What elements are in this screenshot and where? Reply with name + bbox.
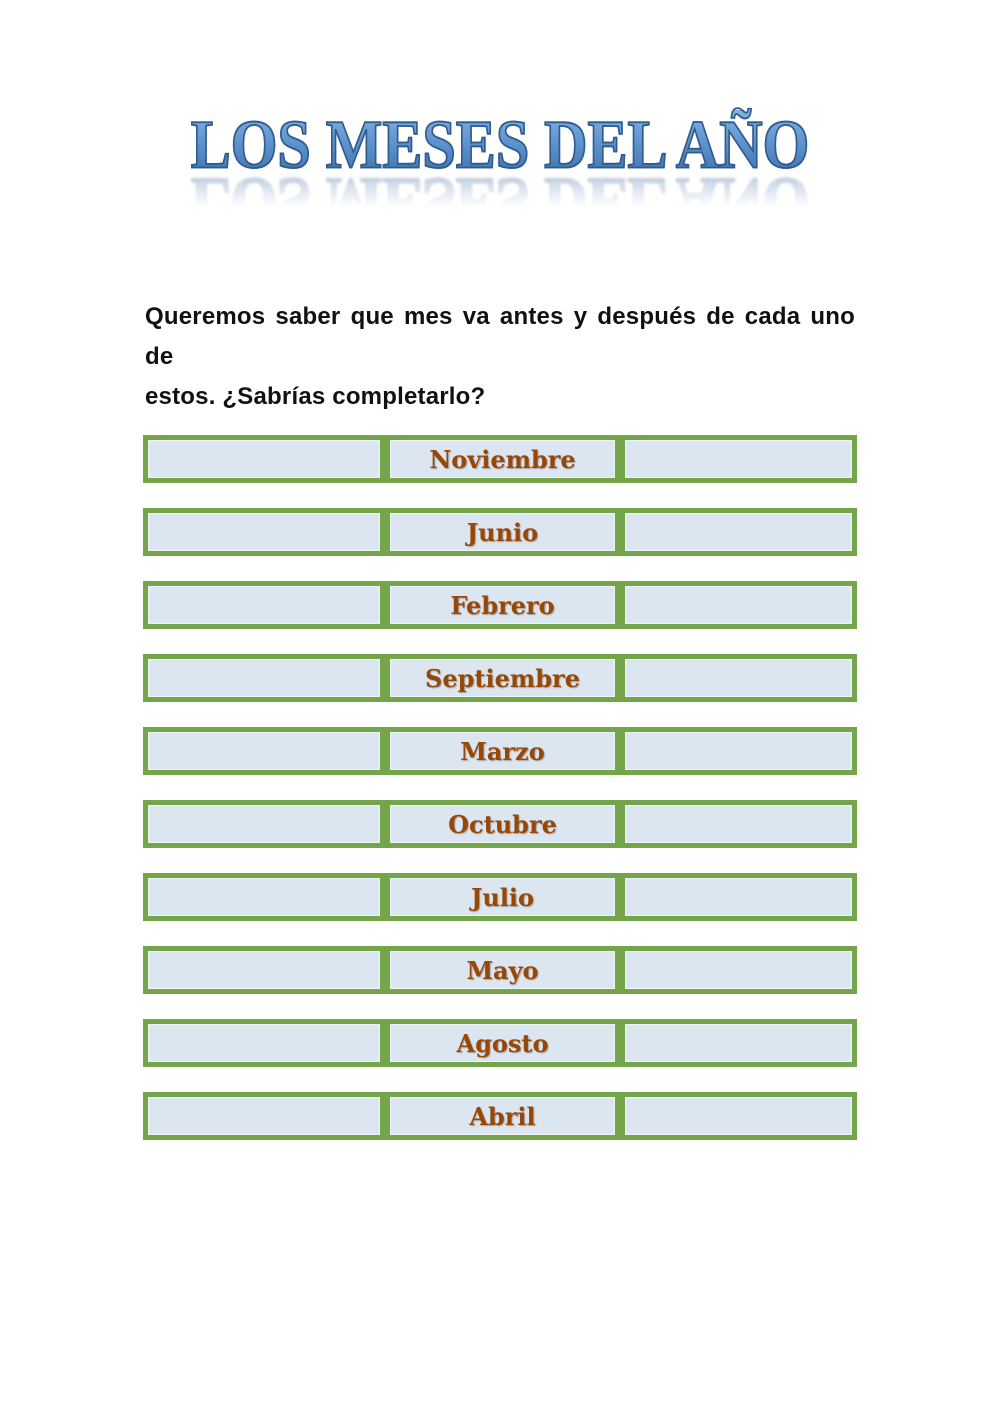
answer-cell-before[interactable]: [143, 435, 385, 483]
month-cell: Agosto: [385, 1019, 620, 1067]
answer-cell-after[interactable]: [620, 946, 857, 994]
month-row: Febrero: [143, 581, 857, 629]
answer-cell-after[interactable]: [620, 508, 857, 556]
title-block: LOS MESES DEL AÑO LOS MESES DEL AÑO: [143, 106, 857, 241]
month-cell: Marzo: [385, 727, 620, 775]
month-label: Octubre: [448, 809, 557, 839]
answer-cell-before[interactable]: [143, 946, 385, 994]
month-cell: Abril: [385, 1092, 620, 1140]
answer-cell-before[interactable]: [143, 654, 385, 702]
answer-cell-before[interactable]: [143, 1092, 385, 1140]
month-cell: Septiembre: [385, 654, 620, 702]
instructions-line-2: estos. ¿Sabrías completarlo?: [145, 383, 486, 410]
answer-cell-after[interactable]: [620, 873, 857, 921]
month-label: Julio: [470, 882, 535, 912]
answer-cell-after[interactable]: [620, 1019, 857, 1067]
month-label: Febrero: [450, 590, 555, 620]
answer-cell-before[interactable]: [143, 508, 385, 556]
answer-cell-before[interactable]: [143, 1019, 385, 1067]
months-table: Noviembre Junio Febrero Septiembre: [143, 435, 857, 1140]
answer-cell-after[interactable]: [620, 1092, 857, 1140]
month-row: Septiembre: [143, 654, 857, 702]
month-cell: Junio: [385, 508, 620, 556]
worksheet-page: LOS MESES DEL AÑO LOS MESES DEL AÑO Quer…: [143, 0, 857, 1413]
answer-cell-before[interactable]: [143, 581, 385, 629]
month-cell: Mayo: [385, 946, 620, 994]
answer-cell-after[interactable]: [620, 581, 857, 629]
instructions-line-1: Queremos saber que mes va antes y despué…: [145, 303, 855, 370]
month-label: Abril: [469, 1101, 536, 1131]
answer-cell-before[interactable]: [143, 873, 385, 921]
month-cell: Noviembre: [385, 435, 620, 483]
month-label: Junio: [466, 517, 539, 547]
month-row: Julio: [143, 873, 857, 921]
answer-cell-after[interactable]: [620, 800, 857, 848]
page-title-reflection: LOS MESES DEL AÑO: [143, 163, 857, 241]
month-label: Septiembre: [425, 663, 580, 693]
instructions: Queremos saber que mes va antes y despué…: [145, 297, 855, 417]
month-row: Mayo: [143, 946, 857, 994]
month-row: Agosto: [143, 1019, 857, 1067]
answer-cell-after[interactable]: [620, 727, 857, 775]
month-label: Marzo: [460, 736, 545, 766]
month-label: Noviembre: [429, 444, 576, 474]
page-title-reflection-text: LOS MESES DEL AÑO: [190, 163, 810, 241]
month-cell: Julio: [385, 873, 620, 921]
month-row: Marzo: [143, 727, 857, 775]
month-label: Agosto: [456, 1028, 549, 1058]
month-row: Abril: [143, 1092, 857, 1140]
answer-cell-before[interactable]: [143, 727, 385, 775]
month-row: Noviembre: [143, 435, 857, 483]
page-title: LOS MESES DEL AÑO: [190, 106, 810, 183]
answer-cell-after[interactable]: [620, 654, 857, 702]
month-cell: Febrero: [385, 581, 620, 629]
month-row: Octubre: [143, 800, 857, 848]
month-row: Junio: [143, 508, 857, 556]
month-label: Mayo: [466, 955, 539, 985]
answer-cell-before[interactable]: [143, 800, 385, 848]
answer-cell-after[interactable]: [620, 435, 857, 483]
month-cell: Octubre: [385, 800, 620, 848]
